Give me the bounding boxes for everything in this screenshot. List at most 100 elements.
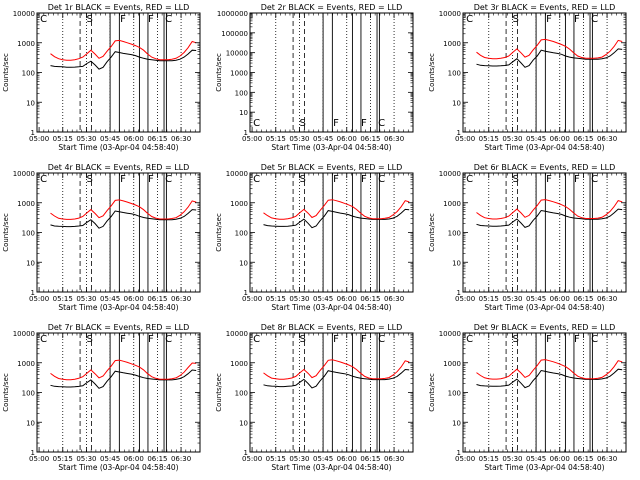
x-tick-label: 06:15 [360,135,380,143]
y-axis-label: Counts/sec [2,53,10,92]
panel-title: Det 6r BLACK = Events, RED = LLD [474,163,616,172]
y-tick-label: 100 [22,230,35,238]
series-group [476,359,623,389]
y-tick-label: 10 [452,259,461,267]
x-tick-label: 05:00 [29,295,49,303]
flag-label: S [300,334,306,345]
x-tick-label: 05:15 [53,135,73,143]
x-tick-label: 06:30 [384,135,404,143]
y-tick-label: 10 [239,259,248,267]
x-tick-label: 05:45 [526,455,546,463]
x-tick-label: 06:00 [550,455,570,463]
y-axis-label: Counts/sec [2,213,10,252]
flag-label: F [574,334,580,345]
y-tick-label: 100000 [221,30,248,38]
flag-label: F [120,14,126,25]
x-tick-label: 05:15 [479,455,499,463]
y-tick-label: 1000 [230,70,248,78]
y-tick-label: 1000 [17,40,35,48]
x-axis-label: Start Time (03-Apr-04 04:58:40) [484,303,604,312]
y-tick-label: 100 [22,70,35,78]
flag-label: F [546,334,552,345]
flag-label: S [513,334,519,345]
x-tick-label: 06:30 [171,455,191,463]
series-events-line [263,368,410,389]
plot-frame [36,12,201,133]
flag-label: F [148,174,154,185]
x-axis-label: Start Time (03-Apr-04 04:58:40) [484,143,604,152]
series-group [263,359,410,389]
flag-label: C [40,14,47,25]
x-tick-label: 05:30 [502,455,522,463]
y-tick-label: 10 [26,419,35,427]
y-tick-label: 10 [452,419,461,427]
flag-label: F [361,118,367,129]
flag-label: F [120,174,126,185]
x-tick-label: 05:30 [76,135,96,143]
x-tick-label: 05:00 [242,135,262,143]
y-axis-label: Counts/sec [2,373,10,412]
y-tick-label: 100 [235,390,248,398]
x-axis-label: Start Time (03-Apr-04 04:58:40) [271,463,391,472]
flag-label: C [466,174,473,185]
y-tick-label: 1000 [17,200,35,208]
plot-frame [249,12,414,133]
x-tick-label: 06:30 [384,295,404,303]
y-tick-label: 1000 [230,360,248,368]
x-tick-label: 06:15 [573,135,593,143]
x-tick-label: 06:00 [337,135,357,143]
y-tick-label: 10 [452,99,461,107]
flag-label: F [148,334,154,345]
y-tick-label: 1 [31,289,35,297]
panel-title: Det 3r BLACK = Events, RED = LLD [474,3,616,12]
x-axis-label: Start Time (03-Apr-04 04:58:40) [58,463,178,472]
x-tick-label: 05:30 [289,295,309,303]
y-tick-label: 1 [31,129,35,137]
x-tick-label: 06:15 [360,455,380,463]
x-tick-label: 05:15 [266,135,286,143]
x-tick-label: 05:00 [29,455,49,463]
series-lld-line [50,39,197,61]
flag-label: C [165,14,172,25]
x-tick-label: 05:45 [100,455,120,463]
flag-label: C [253,334,260,345]
series-events-line [50,369,197,389]
series-group [50,39,197,70]
panel-title: Det 5r BLACK = Events, RED = LLD [261,163,403,172]
x-axis-label: Start Time (03-Apr-04 04:58:40) [271,143,391,152]
x-tick-label: 06:30 [597,295,617,303]
series-group [263,199,410,229]
y-tick-label: 100 [448,230,461,238]
flag-label: C [591,334,598,345]
x-axis-label: Start Time (03-Apr-04 04:58:40) [58,143,178,152]
y-axis-label: Counts/sec [428,53,436,92]
panel-title: Det 1r BLACK = Events, RED = LLD [48,3,190,12]
y-tick-label: 1 [457,449,461,457]
series-group [50,359,197,389]
x-tick-label: 05:45 [313,455,333,463]
x-tick-label: 06:30 [597,455,617,463]
y-tick-label: 10000 [226,170,248,178]
x-tick-label: 05:00 [242,455,262,463]
x-tick-label: 06:30 [171,135,191,143]
x-tick-label: 06:15 [360,295,380,303]
x-tick-label: 05:15 [479,135,499,143]
series-lld-line [263,199,410,220]
flag-label: F [574,174,580,185]
y-tick-label: 10000 [13,170,35,178]
y-tick-label: 10000 [439,330,461,338]
x-tick-label: 05:45 [100,135,120,143]
plot-frame [462,332,627,453]
flag-label: S [513,14,519,25]
y-tick-label: 10 [239,419,248,427]
flag-label: F [361,334,367,345]
x-tick-label: 06:00 [550,295,570,303]
y-tick-label: 1 [244,289,248,297]
y-tick-label: 1 [244,449,248,457]
x-tick-label: 06:00 [337,295,357,303]
x-tick-label: 06:15 [147,455,167,463]
